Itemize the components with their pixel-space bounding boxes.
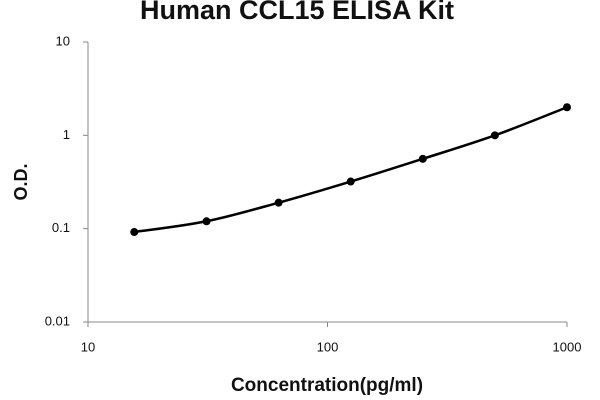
y-tick-label: 1 — [63, 127, 70, 142]
x-tick-label: 100 — [317, 339, 339, 354]
point — [274, 198, 283, 207]
y-tick-label: 0.01 — [45, 313, 70, 328]
point — [202, 217, 211, 226]
y-tick-label: 0.1 — [52, 220, 70, 235]
point — [130, 228, 139, 237]
x-tick-label: 10 — [81, 339, 95, 354]
chart-title: Human CCL15 ELISA Kit — [140, 0, 454, 25]
point — [346, 177, 355, 186]
x-tick-label: 1000 — [553, 339, 582, 354]
point — [418, 154, 427, 163]
point — [563, 103, 571, 112]
y-tick-label: 10 — [56, 33, 70, 48]
point — [490, 131, 499, 140]
y-axis-label: O.D. — [11, 163, 31, 200]
curve — [134, 106, 568, 234]
x-axis-label: Concentration(pg/ml) — [231, 375, 423, 396]
